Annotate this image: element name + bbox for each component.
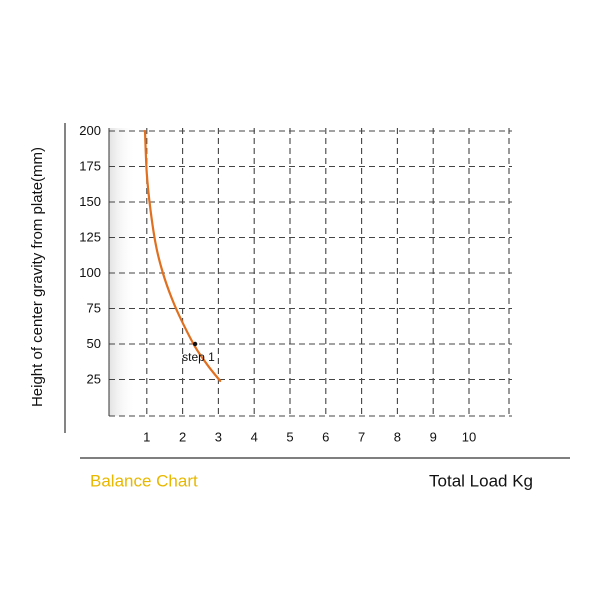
y-tick-label: 25 <box>87 371 101 386</box>
x-tick-label: 10 <box>462 429 476 444</box>
x-tick-label: 9 <box>430 429 437 444</box>
x-tick-label: 2 <box>179 429 186 444</box>
annotation-marker <box>192 341 198 347</box>
series-line-0 <box>143 129 222 382</box>
y-tick-label: 125 <box>79 229 101 244</box>
shaded-region <box>109 128 137 416</box>
axes <box>64 123 110 433</box>
x-tick-label: 4 <box>251 429 258 444</box>
plot-background <box>109 128 512 416</box>
tick-labels: 25 50 75 100 125 150 175 200 1 2 3 4 5 6 7 8 9 10 <box>79 123 476 445</box>
x-tick-label: 3 <box>215 429 222 444</box>
plot-area <box>109 128 512 416</box>
y-tick-label: 150 <box>79 194 101 209</box>
x-tick-label: 8 <box>394 429 401 444</box>
y-tick-label: 100 <box>79 265 101 280</box>
y-axis-label: Height of center gravity from plate(mm) <box>29 147 46 407</box>
grid-lines <box>109 128 512 417</box>
y-tick-label: 175 <box>79 158 101 173</box>
x-tick-label: 7 <box>358 429 365 444</box>
y-tick-label: 75 <box>87 300 101 315</box>
chart-caption: Balance Chart <box>90 471 198 490</box>
x-tick-label: 1 <box>143 429 150 444</box>
series-layer: step 1 <box>143 129 222 382</box>
x-tick-label: 6 <box>322 429 329 444</box>
x-axis-label: Total Load Kg <box>429 471 533 490</box>
y-tick-label: 50 <box>87 336 101 351</box>
annotation-label: step 1 <box>182 350 215 364</box>
y-tick-label: 200 <box>79 123 101 138</box>
x-tick-label: 5 <box>286 429 293 444</box>
